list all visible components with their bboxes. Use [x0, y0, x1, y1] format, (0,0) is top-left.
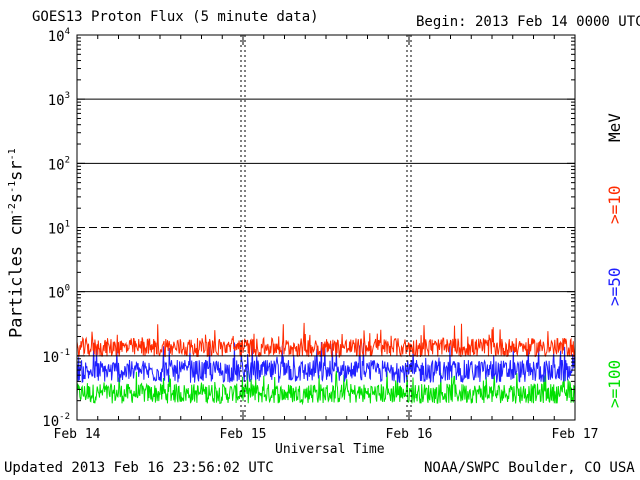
y-axis-label: Particles cm-2s-1sr-1	[6, 148, 27, 338]
series-layer	[76, 322, 576, 406]
x-tick-label: Feb 14	[54, 427, 101, 442]
y-tick-label: 10-2	[42, 412, 70, 430]
legend-unit: MeV	[605, 113, 624, 142]
x-tick-label: Feb 16	[386, 427, 433, 442]
axis-layer: 10-2 10-1 100 101 102 103 104 Feb 14 Feb 15 Feb 1…	[42, 27, 598, 442]
legend-item-ge50: >=50	[605, 267, 624, 306]
begin-time: Begin: 2013 Feb 14 0000 UTC	[416, 14, 640, 30]
y-tick-label: 10-1	[42, 348, 70, 366]
y-tick-label: 100	[48, 284, 70, 302]
y-tick-label: 101	[48, 220, 70, 238]
chart-title: GOES13 Proton Flux (5 minute data)	[32, 9, 319, 25]
series-ge100	[76, 370, 576, 406]
x-axis-label: Universal Time	[275, 442, 385, 457]
grid-layer	[77, 35, 575, 420]
x-tick-label: Feb 17	[552, 427, 599, 442]
credit-text: NOAA/SWPC Boulder, CO USA	[424, 460, 635, 476]
y-tick-label: 102	[48, 155, 70, 173]
legend-item-ge100: >=100	[605, 359, 624, 408]
y-tick-label: 104	[48, 27, 70, 45]
y-tick-label: 103	[48, 91, 70, 109]
series-ge10	[76, 322, 576, 359]
series-ge50	[76, 341, 576, 383]
updated-timestamp: Updated 2013 Feb 16 23:56:02 UTC	[4, 460, 274, 476]
legend-item-ge10: >=10	[605, 185, 624, 224]
x-tick-label: Feb 15	[220, 427, 267, 442]
